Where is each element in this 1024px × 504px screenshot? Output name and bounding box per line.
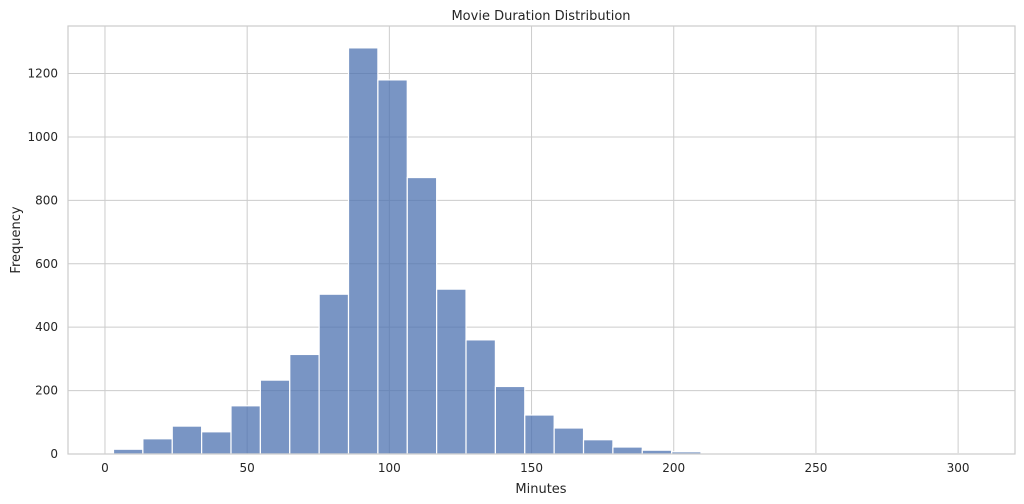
histogram-bar: [465, 339, 497, 455]
y-tick-label: 200: [35, 384, 58, 398]
y-tick-label: 800: [35, 193, 58, 207]
histogram-bar: [494, 385, 526, 455]
y-tick-label: 1200: [27, 67, 58, 81]
y-tick-label: 0: [50, 447, 58, 461]
y-tick-label: 600: [35, 257, 58, 271]
x-tick-label: 50: [240, 461, 255, 475]
histogram-bar: [259, 379, 291, 455]
histogram-bar: [377, 79, 408, 455]
bars-layer: [112, 47, 996, 455]
histogram-bar: [171, 425, 203, 455]
histogram-bar: [524, 414, 555, 455]
histogram-bar: [318, 293, 350, 455]
histogram-bar: [142, 438, 173, 455]
chart-title: Movie Duration Distribution: [451, 9, 630, 24]
x-tick-label: 0: [101, 461, 109, 475]
grid-layer: [68, 26, 1015, 455]
y-tick-label: 1000: [27, 130, 58, 144]
histogram-bar: [289, 353, 320, 455]
ticks-layer: 0 50 100 150 200 250 300 0 200 400 600 800 1000 1200: [27, 67, 969, 475]
histogram-bar: [436, 288, 467, 455]
x-tick-label: 250: [804, 461, 827, 475]
histogram-bar: [582, 439, 614, 455]
histogram-bar: [347, 47, 379, 455]
histogram-bar: [406, 176, 438, 455]
x-tick-label: 150: [520, 461, 543, 475]
x-axis-label: Minutes: [515, 482, 566, 497]
histogram-bar: [553, 427, 585, 455]
histogram-bar: [230, 405, 261, 455]
y-tick-label: 400: [35, 320, 58, 334]
histogram-bar: [201, 431, 232, 455]
plot-frame: [67, 25, 1016, 455]
x-tick-label: 200: [662, 461, 685, 475]
x-tick-label: 300: [947, 461, 970, 475]
y-axis-label: Frequency: [9, 206, 24, 273]
histogram-bar: [612, 446, 643, 455]
histogram-bar: [112, 448, 144, 455]
x-tick-label: 100: [378, 461, 401, 475]
